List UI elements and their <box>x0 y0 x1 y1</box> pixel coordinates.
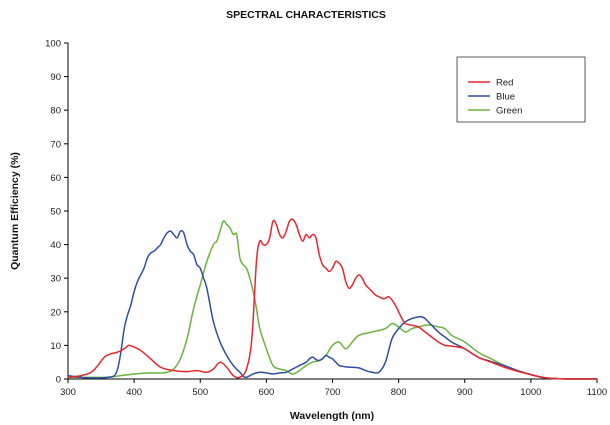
series-line-blue <box>67 229 598 380</box>
x-tick-label: 700 <box>325 387 341 398</box>
x-tick-label: 500 <box>192 387 208 398</box>
y-tick-label: 80 <box>50 106 61 117</box>
series-lines <box>67 218 598 380</box>
legend: Red Blue Green <box>456 56 586 123</box>
y-tick-label: 70 <box>50 139 61 150</box>
y-tick-label: 20 <box>50 307 61 318</box>
series-line-green <box>67 220 598 380</box>
legend-box <box>456 56 586 123</box>
chart-title: SPECTRAL CHARACTERISTICS <box>226 9 386 21</box>
y-tick-label: 90 <box>50 72 61 83</box>
y-tick-label: 30 <box>50 274 61 285</box>
plot-area: 0 10 20 30 40 50 60 70 80 90 100 300 400 500 600 700 80… <box>45 39 607 399</box>
y-tick-label: 60 <box>50 173 61 184</box>
legend-label-green: Green <box>496 106 522 117</box>
legend-label-blue: Blue <box>496 92 515 103</box>
legend-items: Red Blue Green <box>468 78 522 117</box>
y-tick-label: 40 <box>50 240 61 251</box>
x-tick-label: 400 <box>126 387 142 398</box>
x-axis-title: Wavelength (nm) <box>290 410 374 422</box>
x-tick-label: 1000 <box>520 387 541 398</box>
legend-label-red: Red <box>496 78 513 89</box>
y-tick-label: 50 <box>50 207 61 218</box>
y-axis-title: Quantum Efficiency (%) <box>9 152 21 270</box>
y-ticks: 0 10 20 30 40 50 60 70 80 90 100 <box>45 39 68 386</box>
y-tick-label: 10 <box>50 341 61 352</box>
x-tick-label: 1100 <box>587 387 607 398</box>
x-tick-label: 800 <box>391 387 407 398</box>
series-line-red <box>67 218 598 380</box>
y-tick-label: 100 <box>45 39 61 50</box>
x-ticks: 300 400 500 600 700 800 900 1000 1100 <box>60 379 607 398</box>
x-tick-label: 900 <box>457 387 473 398</box>
x-tick-label: 600 <box>258 387 274 398</box>
x-tick-label: 300 <box>60 387 76 398</box>
y-tick-label: 0 <box>56 375 61 386</box>
